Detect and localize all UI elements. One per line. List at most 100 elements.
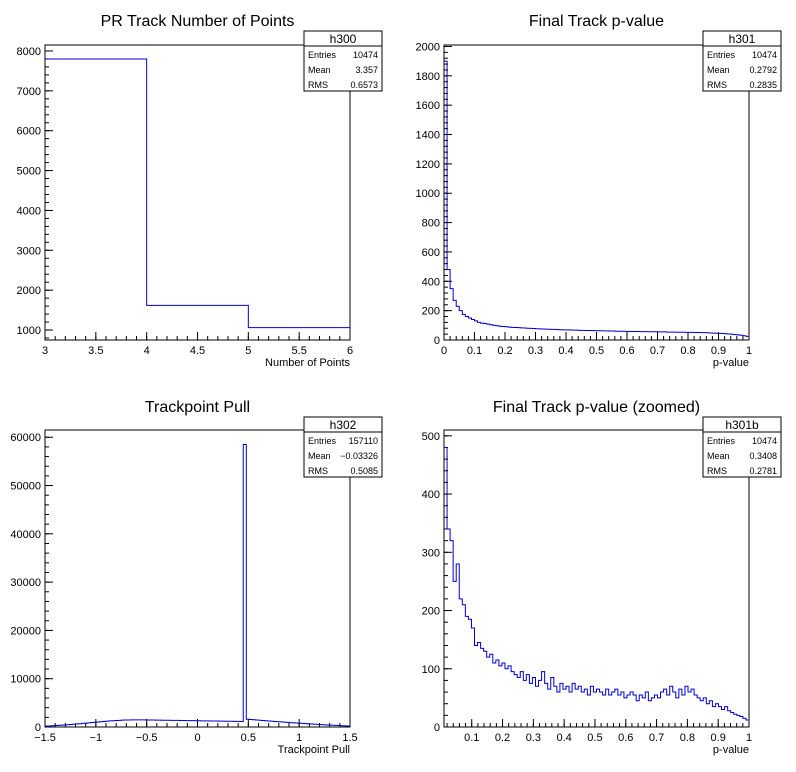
histogram-bin	[731, 334, 734, 340]
histogram-bin	[590, 686, 593, 727]
histogram-bin	[295, 723, 298, 727]
histogram-bin	[593, 331, 596, 340]
histogram-bin	[670, 686, 673, 727]
histogram-bin	[636, 701, 639, 727]
histogram-bin	[54, 726, 57, 727]
histogram-bin	[609, 695, 612, 727]
histogram-bin	[490, 654, 493, 727]
histogram-bin	[584, 330, 587, 340]
x-axis-label: Number of Points	[265, 357, 350, 369]
histogram-bin	[459, 311, 462, 340]
histogram-bin	[63, 725, 66, 727]
histogram-bin	[511, 327, 514, 340]
x-tick-label: −0.5	[136, 732, 158, 744]
stats-value: 10474	[752, 436, 777, 446]
histogram-bin	[593, 692, 596, 727]
histogram-bin	[66, 725, 69, 727]
y-tick-label: 1000	[17, 325, 41, 337]
stats-value: 0.6573	[350, 80, 378, 90]
y-tick-label: 0	[434, 722, 440, 734]
histogram-bin	[176, 720, 179, 727]
histogram-bin	[642, 698, 645, 727]
histogram-bin	[734, 335, 737, 340]
histogram-bin	[143, 720, 146, 727]
histogram-bin	[636, 331, 639, 340]
y-tick-label: 500	[422, 431, 440, 443]
histogram-bin	[198, 721, 201, 727]
histogram-bin	[743, 336, 746, 340]
histogram-bin	[658, 332, 661, 340]
x-tick-label: 5.5	[292, 345, 307, 357]
histogram-bin	[578, 330, 581, 340]
histogram-bin	[106, 721, 109, 727]
x-tick-label: 0.4	[557, 732, 572, 744]
histogram-bin	[572, 683, 575, 727]
histogram-bin	[597, 689, 600, 727]
histogram-bin	[661, 332, 664, 340]
histogram-bin	[621, 692, 624, 727]
histogram-bin	[542, 672, 545, 727]
histogram-bin	[490, 325, 493, 340]
histogram-bin	[725, 334, 728, 340]
histogram-bin	[532, 678, 535, 728]
histogram-bin	[624, 331, 627, 340]
histogram-bin	[188, 721, 191, 727]
histogram-bin	[569, 330, 572, 340]
x-tick-label: 4.5	[190, 345, 205, 357]
histogram-bin	[344, 726, 347, 727]
histogram-bin	[520, 328, 523, 340]
histogram-bin	[72, 724, 75, 727]
histogram-bin	[539, 680, 542, 727]
histogram-bin	[213, 721, 216, 727]
histogram-bin	[569, 692, 572, 727]
x-tick-label: 0	[441, 345, 447, 357]
y-tick-label: 4000	[17, 205, 41, 217]
stats-label: Entries	[707, 436, 736, 446]
histogram-bin	[554, 686, 557, 727]
histogram-bin	[182, 721, 185, 727]
stats-value: 0.2835	[749, 80, 777, 90]
stats-value: 0.5085	[350, 466, 378, 476]
histogram-bin	[243, 444, 246, 727]
histogram-bin	[259, 720, 262, 727]
histogram-bin	[347, 726, 350, 727]
chart-title: PR Track Number of Points	[101, 13, 295, 30]
histogram-bin	[743, 718, 746, 727]
x-tick-label: 4	[144, 345, 150, 357]
histogram-bin	[603, 331, 606, 340]
histogram-bin	[725, 707, 728, 727]
stats-label: RMS	[707, 466, 727, 476]
histogram-bin	[69, 724, 72, 727]
histogram-line	[444, 446, 749, 721]
histogram-line	[45, 58, 350, 329]
histogram-bin	[688, 332, 691, 340]
histogram-bin	[130, 720, 133, 727]
histogram-pad-h302: Trackpoint Pull 0 10000 20000 30000 40000 5000…	[10, 399, 383, 756]
histogram-bin	[118, 720, 121, 727]
histogram-bin	[703, 333, 706, 340]
stats-box-name: h301b	[725, 418, 759, 432]
y-tick-label: 300	[422, 547, 440, 559]
stats-value: 157110	[349, 436, 378, 446]
histogram-bin	[658, 698, 661, 727]
y-tick-label: 1600	[416, 100, 440, 112]
stats-box-name: h301	[729, 32, 756, 46]
histogram-bin	[453, 581, 456, 727]
histogram-bin	[262, 720, 265, 727]
y-tick-label: 20000	[10, 625, 41, 637]
histogram-bin	[679, 332, 682, 340]
histogram-bin	[502, 326, 505, 340]
stats-label: Mean	[308, 451, 331, 461]
y-tick-label: 100	[422, 664, 440, 676]
histogram-bin	[737, 335, 740, 340]
histogram-bin	[731, 712, 734, 727]
histogram-bin	[526, 675, 529, 727]
y-tick-label: 3000	[17, 245, 41, 257]
histogram-bin	[481, 323, 484, 340]
histogram-bin	[642, 332, 645, 340]
histogram-bin	[112, 721, 115, 727]
histogram-bin	[673, 692, 676, 727]
histogram-bin	[590, 331, 593, 340]
x-tick-label: 0.8	[680, 732, 695, 744]
